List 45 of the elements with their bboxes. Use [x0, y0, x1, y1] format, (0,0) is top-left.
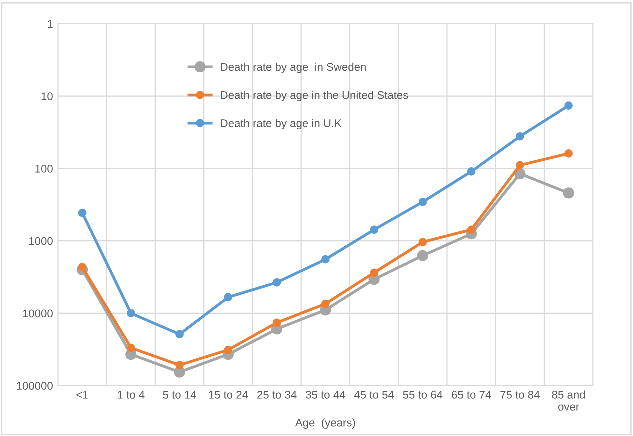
point	[564, 150, 573, 158]
point	[467, 226, 476, 234]
point	[127, 309, 136, 318]
point	[467, 168, 476, 176]
point	[370, 268, 378, 278]
x-tick-label: 25 to 34	[258, 391, 297, 399]
point	[322, 255, 330, 264]
y-tick-label: 1	[48, 20, 53, 28]
x-tick-label: 45 to 54	[354, 391, 394, 399]
point	[272, 318, 282, 328]
point	[322, 300, 330, 308]
point	[78, 263, 87, 272]
point	[516, 132, 524, 141]
x-axis-title: Age (years)	[295, 418, 356, 429]
point	[564, 102, 573, 110]
point	[418, 198, 428, 206]
point	[418, 238, 428, 247]
y-tick-label: 1000	[30, 237, 53, 246]
y-tick-label: 10000	[23, 310, 53, 318]
x-tick-label: 55 to 64	[403, 391, 443, 399]
x-tick-label: 5 to 14	[163, 391, 196, 399]
point	[176, 361, 184, 370]
point	[224, 293, 233, 302]
point	[127, 344, 136, 352]
x-tick-label: 75 to 84	[500, 391, 540, 399]
point	[224, 346, 233, 354]
point	[417, 250, 428, 262]
point	[272, 278, 282, 287]
point	[176, 330, 184, 339]
point	[78, 208, 87, 218]
point	[370, 226, 378, 234]
x-tick-label: 65 to 74	[452, 391, 492, 399]
x-tick-label: 85 and over	[552, 390, 586, 411]
x-tick-label: <1	[76, 391, 88, 399]
legend-label: Death rate by age in the United States	[221, 91, 408, 102]
point	[516, 161, 524, 170]
point	[563, 188, 574, 199]
y-tick-label: 100	[36, 165, 53, 173]
y-tick-label: 10	[42, 92, 53, 100]
y-tick-label: 100000	[17, 382, 53, 390]
legend-label: Death rate by age in Sweden	[221, 62, 366, 74]
x-tick-label: 1 to 4	[118, 391, 145, 399]
x-tick-label: 35 to 44	[306, 391, 346, 399]
x-tick-label: 15 to 24	[209, 391, 248, 399]
legend-label: Death rate by age in U.K	[221, 119, 342, 130]
